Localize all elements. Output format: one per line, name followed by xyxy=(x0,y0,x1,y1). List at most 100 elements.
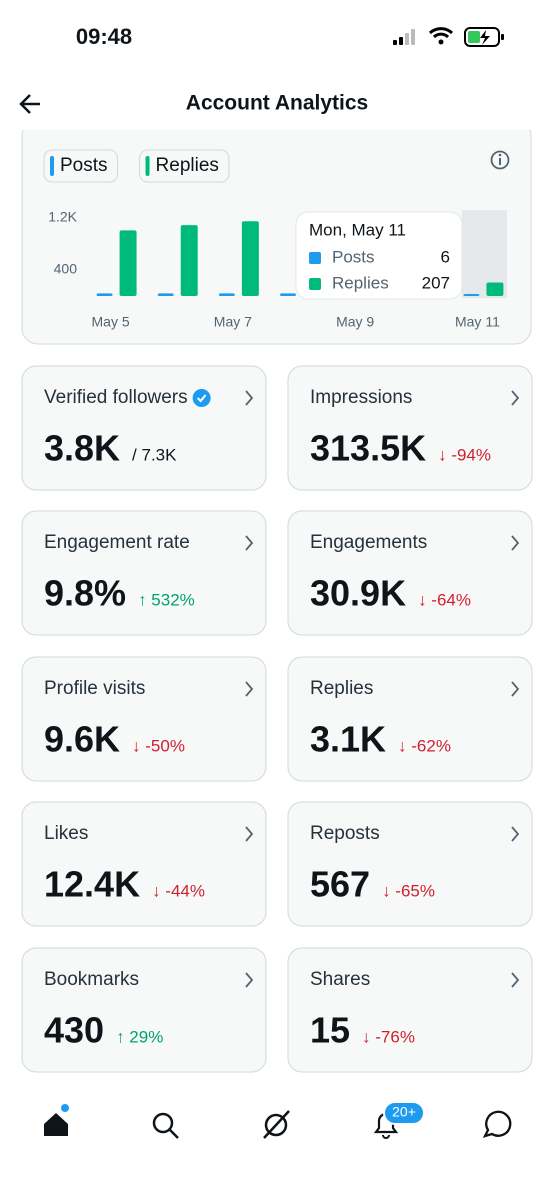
card-box xyxy=(21,801,267,927)
chevron xyxy=(511,681,520,697)
x-tick-label: May 5 xyxy=(92,314,130,330)
status-time: 09:48 xyxy=(76,24,132,49)
card-box xyxy=(287,365,533,491)
grok-tab[interactable] xyxy=(263,1110,290,1139)
card-value: 567 xyxy=(310,864,370,905)
legend-chip[interactable] xyxy=(139,149,230,183)
card-value: 9.6K xyxy=(44,719,120,760)
card-label: Verified followers xyxy=(44,387,188,408)
metric-card[interactable]: Reposts 567 ↓ -65% xyxy=(287,801,533,927)
card-label: Replies xyxy=(310,678,373,699)
chevron xyxy=(245,972,254,988)
card-label: Reposts xyxy=(310,823,380,844)
card-change: ↓ -50% xyxy=(132,736,185,755)
card-value: 430 xyxy=(44,1010,104,1051)
info-icon[interactable] xyxy=(490,150,510,170)
x-tick-label: May 9 xyxy=(336,314,374,330)
bottom-nav: 20+ xyxy=(44,1101,512,1139)
card-label: Engagement rate xyxy=(44,532,190,553)
metric-card[interactable]: Profile visits 9.6K ↓ -50% xyxy=(21,656,267,782)
page-title: Account Analytics xyxy=(186,92,368,115)
metric-card[interactable]: Engagements 30.9K ↓ -64% xyxy=(287,510,533,636)
tooltip-series-name: Posts xyxy=(332,247,375,266)
header-mask xyxy=(0,118,554,130)
card-total: / 7.3K xyxy=(132,445,177,464)
bar xyxy=(157,293,174,296)
metric-card[interactable]: Engagement rate 9.8% ↑ 532% xyxy=(21,510,267,636)
bar xyxy=(218,293,235,296)
legend-label: Posts xyxy=(60,155,108,176)
chevron xyxy=(511,535,520,551)
tooltip-title: Mon, May 11 xyxy=(309,220,406,239)
chevron xyxy=(511,972,520,988)
card-label: Likes xyxy=(44,823,88,844)
card-box xyxy=(287,510,533,636)
card-value: 30.9K xyxy=(310,573,406,614)
card-change: ↓ -62% xyxy=(398,736,451,755)
chevron xyxy=(245,681,254,697)
metric-card[interactable]: Likes 12.4K ↓ -44% xyxy=(21,801,267,927)
card-box xyxy=(21,656,267,782)
notification-badge: 20+ xyxy=(392,1104,416,1120)
tooltip-swatch xyxy=(309,252,321,264)
search-tab[interactable] xyxy=(152,1112,179,1139)
plot: Posts Replies 1.2K 400 May 5 May 7 May 9 May 11… xyxy=(43,149,504,330)
notifications-tab[interactable] xyxy=(373,1101,425,1139)
card-grid: Verified followers 3.8K / 7.3K Impressions 3… xyxy=(21,365,533,1073)
tooltip-swatch xyxy=(309,278,321,290)
chevron xyxy=(245,535,254,551)
card-change: ↑ 532% xyxy=(138,590,195,609)
metric-card[interactable]: Shares 15 ↓ -76% xyxy=(287,947,533,1073)
card-label: Engagements xyxy=(310,532,427,553)
card-value: 3.8K xyxy=(44,428,120,469)
card-label: Impressions xyxy=(310,387,412,408)
legend-swatch xyxy=(145,156,150,176)
card-value: 15 xyxy=(310,1010,350,1051)
bar xyxy=(486,282,504,296)
verified-check xyxy=(196,394,207,403)
card-change: ↓ -64% xyxy=(418,590,471,609)
chevron xyxy=(511,390,520,406)
y-tick-label: 400 xyxy=(54,261,78,277)
x-tick-label: May 11 xyxy=(455,314,500,330)
x-tick-label: May 7 xyxy=(214,314,252,330)
legend-label: Replies xyxy=(156,155,219,176)
card-value: 9.8% xyxy=(44,573,126,614)
card-value: 313.5K xyxy=(310,428,426,469)
card-box xyxy=(287,656,533,782)
card-label: Shares xyxy=(310,969,370,990)
verified-badge xyxy=(192,389,211,407)
metric-card[interactable]: Replies 3.1K ↓ -62% xyxy=(287,656,533,782)
card-box xyxy=(21,947,267,1073)
card-box xyxy=(287,801,533,927)
legend-swatch xyxy=(50,156,54,176)
tooltip-series-name: Replies xyxy=(332,273,389,292)
chevron xyxy=(245,826,254,842)
metric-card[interactable]: Impressions 313.5K ↓ -94% xyxy=(287,365,533,491)
home-tab[interactable] xyxy=(44,1104,69,1136)
card-change: ↓ -44% xyxy=(152,881,205,900)
card-box xyxy=(21,510,267,636)
bar xyxy=(241,221,259,296)
chevron xyxy=(245,390,254,406)
metric-card[interactable]: Verified followers 3.8K / 7.3K xyxy=(21,365,267,491)
card-label: Bookmarks xyxy=(44,969,139,990)
metric-card[interactable]: Bookmarks 430 ↑ 29% xyxy=(21,947,267,1073)
bar xyxy=(463,294,480,296)
bar xyxy=(96,293,113,296)
card-change: ↑ 29% xyxy=(116,1027,163,1046)
bar xyxy=(280,293,296,296)
legend-chip[interactable] xyxy=(43,149,119,183)
card-change: ↓ -76% xyxy=(362,1027,415,1046)
y-tick-label: 1.2K xyxy=(48,209,77,225)
status-icons xyxy=(393,27,504,47)
tooltip-value: 207 xyxy=(422,273,450,292)
back-button[interactable] xyxy=(19,94,40,114)
card-change: ↓ -94% xyxy=(438,445,491,464)
tooltip: Mon, May 11 Posts 6 Replies 207 xyxy=(295,211,463,300)
messages-tab[interactable] xyxy=(482,1110,512,1138)
bar xyxy=(119,230,137,296)
chevron xyxy=(511,826,520,842)
